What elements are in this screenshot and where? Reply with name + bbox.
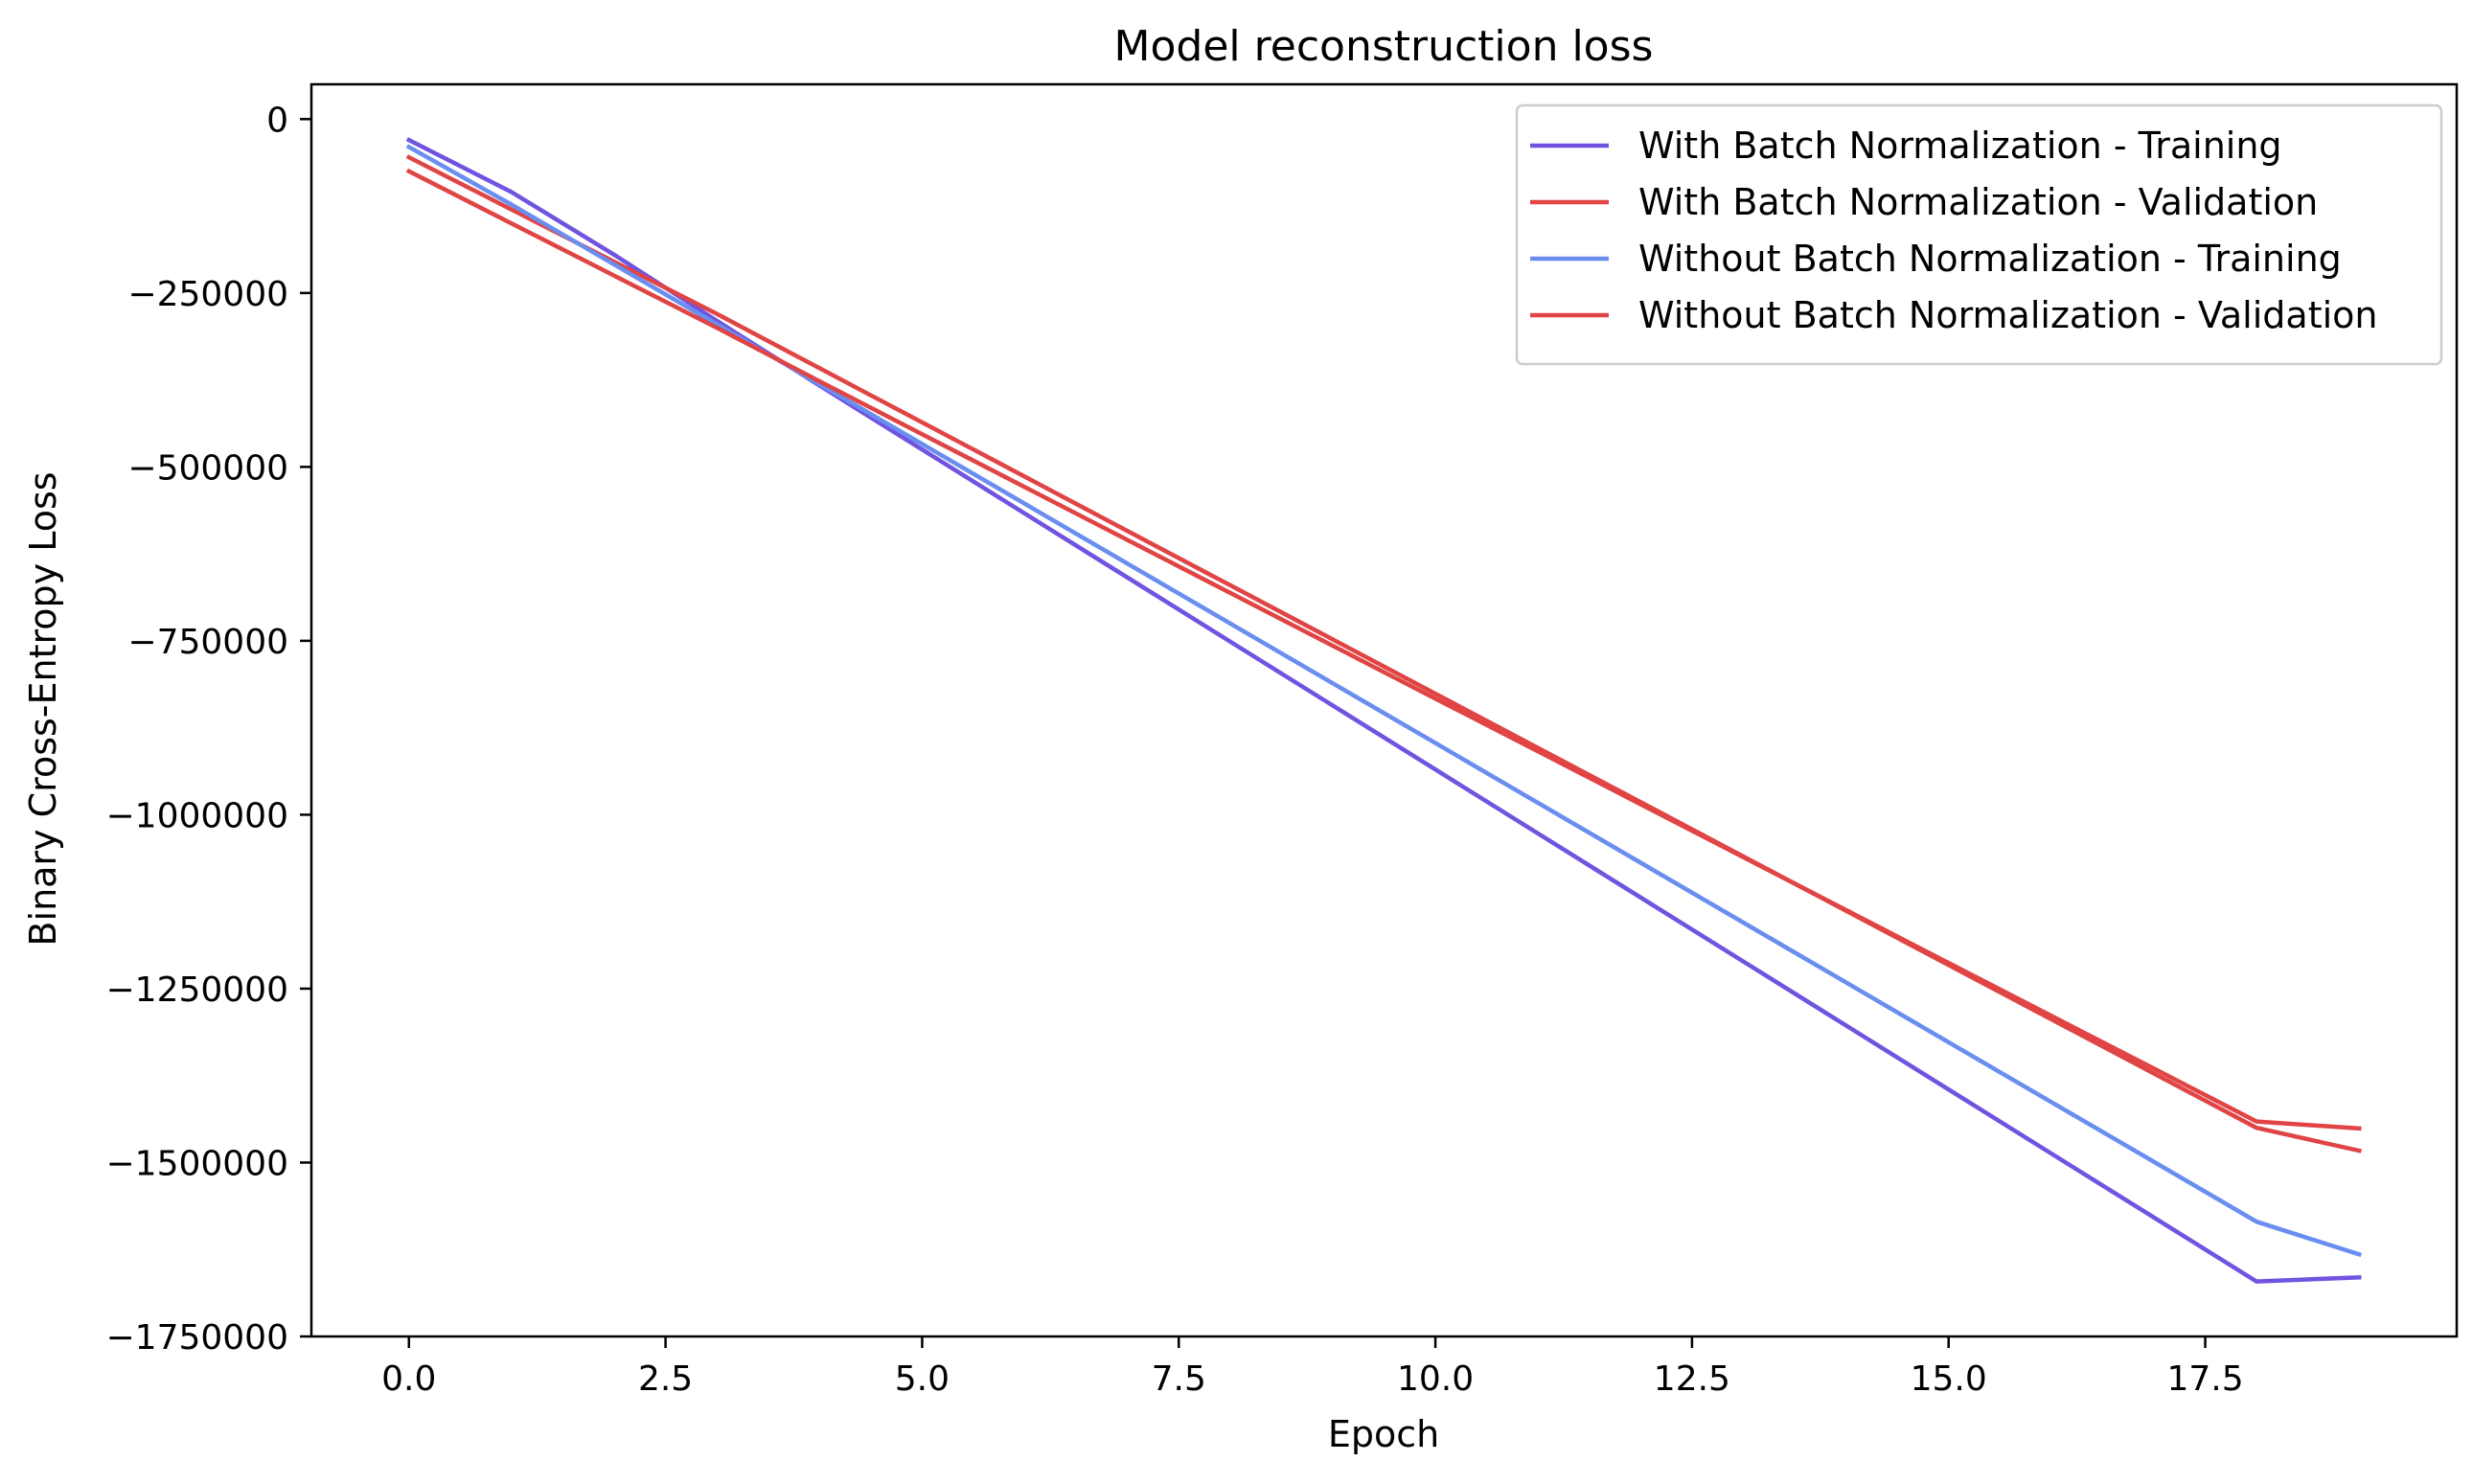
y-tick-label: −1250000 (106, 970, 289, 1010)
legend: With Batch Normalization - Training With … (1515, 103, 2443, 366)
series-line-2 (405, 154, 2362, 1153)
y-axis-ticks: 0 −250000 −500000 −750000 −1000000 −1250000 −1… (106, 101, 311, 1358)
chart-title: Model reconstruction loss (1114, 22, 1654, 71)
series-line-1 (405, 137, 2362, 1284)
y-tick-label: −1500000 (106, 1144, 289, 1183)
legend-label: With Batch Normalization - Validation (1638, 181, 2318, 223)
y-tick-label: −500000 (127, 448, 288, 488)
y-axis-label: Binary Cross-Entropy Loss (22, 471, 64, 946)
legend-label: Without Batch Normalization - Validation (1638, 294, 2378, 336)
series-line-4 (405, 168, 2362, 1131)
y-tick-label: −250000 (127, 275, 288, 314)
x-tick-label: 15.0 (1911, 1359, 1987, 1399)
x-axis-ticks: 0.0 2.5 5.0 7.5 10.0 12.5 15.0 17.5 (381, 1336, 2244, 1399)
x-tick-label: 7.5 (1152, 1359, 1206, 1399)
plot-area (405, 137, 2363, 1284)
legend-label: Without Batch Normalization - Training (1638, 238, 2342, 280)
y-tick-label: −1000000 (106, 796, 289, 835)
x-tick-label: 17.5 (2166, 1359, 2243, 1399)
x-tick-label: 10.0 (1397, 1359, 1474, 1399)
x-tick-label: 12.5 (1654, 1359, 1730, 1399)
x-tick-label: 5.0 (895, 1359, 950, 1399)
legend-box (1515, 103, 2443, 366)
x-axis-label: Epoch (1328, 1413, 1439, 1455)
x-tick-label: 0.0 (381, 1359, 436, 1399)
legend-label: With Batch Normalization - Training (1638, 125, 2282, 167)
y-tick-label: −750000 (127, 623, 288, 662)
y-tick-label: 0 (266, 101, 288, 140)
x-tick-label: 2.5 (638, 1359, 693, 1399)
y-tick-label: −1750000 (106, 1318, 289, 1358)
axes-frame (309, 82, 2459, 1338)
